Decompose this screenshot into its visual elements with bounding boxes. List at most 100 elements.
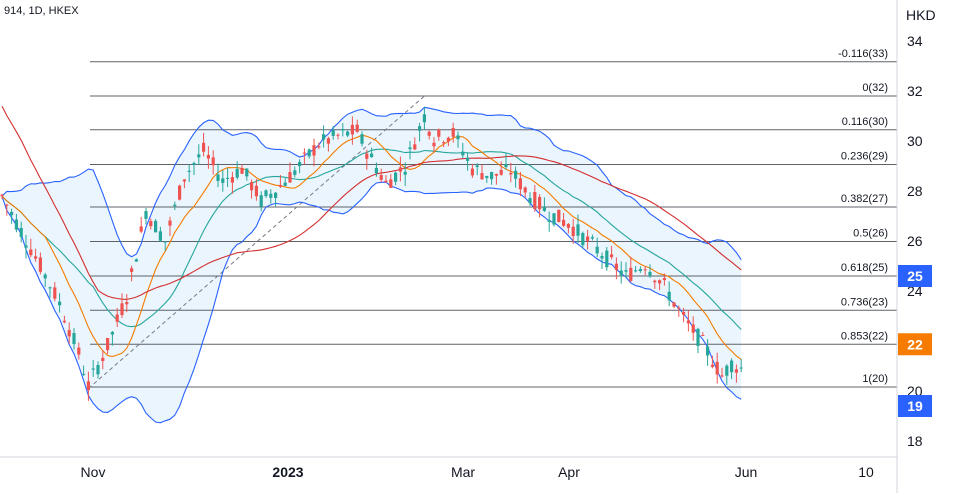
candle-body [384, 180, 388, 182]
candle-body [43, 274, 47, 279]
price-badge-22: 22 [898, 333, 932, 356]
candle-body [398, 167, 402, 172]
candle-body [437, 129, 441, 137]
candle-body [91, 368, 95, 370]
time-tick-label: Apr [558, 464, 580, 480]
candle-body [302, 152, 306, 154]
price-tick-label: 28 [907, 183, 923, 199]
candle-body [278, 185, 282, 187]
candle-body [720, 375, 724, 377]
candle-body [192, 163, 196, 165]
candle-body [557, 209, 561, 223]
candle-body [571, 226, 575, 237]
candle-body [182, 179, 186, 182]
candle-body [470, 168, 474, 176]
moving-average-orange-line [1, 134, 742, 360]
candle-body [360, 134, 364, 144]
fib-level-label-8: 0.853(22) [841, 330, 888, 342]
candle-body [326, 138, 330, 144]
fib-level-label-2: 0.116(30) [842, 116, 888, 128]
candle-body [504, 164, 508, 168]
price-badge-box [898, 395, 932, 417]
candle-body [173, 204, 177, 207]
candle-body [432, 142, 436, 147]
candle-body [610, 254, 614, 258]
time-tick-label: Nov [81, 464, 106, 480]
candle-body [355, 124, 359, 132]
candle-body [322, 134, 326, 140]
candle-body [514, 170, 518, 179]
candle-body [523, 187, 527, 193]
candle-body [154, 220, 158, 233]
price-tick-label: 32 [907, 83, 923, 99]
candle-body [677, 307, 681, 309]
candle-body [715, 361, 719, 375]
candle-body [312, 145, 316, 156]
candle-body [466, 157, 470, 161]
candle-body [394, 172, 398, 182]
candle-body [67, 330, 71, 337]
candle-body [648, 271, 652, 277]
candle-body [336, 134, 340, 136]
candle-body [533, 192, 537, 210]
candle-body [485, 175, 489, 178]
candle-body [202, 142, 206, 152]
candle-body [696, 328, 700, 346]
candle-body [451, 127, 455, 137]
candle-body [566, 223, 570, 228]
candle-body [38, 257, 42, 272]
candle-body [211, 157, 215, 166]
candle-body [48, 287, 52, 289]
chart-header-symbol: 914, 1D, HKEX [4, 5, 79, 17]
candle-body [82, 373, 86, 375]
candle-body [293, 170, 297, 175]
candle-body [552, 213, 556, 225]
candle-body [77, 347, 81, 355]
candle-body [110, 331, 114, 335]
candle-body [130, 268, 134, 272]
time-tick-label: Mar [451, 464, 475, 480]
candle-body [274, 192, 278, 199]
candle-body [389, 179, 393, 188]
candle-body [614, 263, 618, 270]
candle-body [0, 194, 4, 197]
candle-body [624, 270, 628, 272]
candle-body [595, 246, 599, 254]
candle-body [62, 320, 66, 323]
candle-body [653, 280, 657, 283]
candle-body [178, 185, 182, 200]
candle-body [125, 302, 129, 305]
price-axis: 182022242628303234252219 [898, 33, 932, 449]
candle-body [298, 161, 302, 167]
bollinger-upper-line [1, 106, 742, 261]
fibonacci-retracement: -0.116(33) 0(32) 0.116(30) 0.236(29) 0.382(2… [90, 48, 897, 388]
price-badge-19: 19 [898, 395, 932, 417]
price-badge-box [898, 333, 932, 356]
candle-body [187, 170, 191, 172]
candle-body [216, 174, 220, 181]
candle-body [317, 146, 321, 148]
candle-body [739, 367, 743, 369]
time-tick-label: 10 [858, 464, 874, 480]
candle-body [706, 346, 710, 356]
candles [0, 106, 743, 401]
candle-body [158, 231, 162, 241]
candle-body [245, 168, 249, 177]
candle-body [590, 237, 594, 239]
candle-body [629, 267, 633, 281]
candle-body [634, 270, 638, 272]
candle-body [710, 364, 714, 367]
candle-body [235, 168, 239, 178]
fib-level-label-1: 0(32) [862, 82, 888, 94]
candle-body [370, 153, 374, 158]
price-tick-label: 26 [907, 233, 923, 249]
candle-body [264, 190, 268, 197]
candle-body [643, 269, 647, 271]
candle-body [691, 324, 695, 333]
candle-body [134, 259, 138, 262]
candle-body [10, 211, 14, 216]
candle-body [509, 172, 513, 175]
candle-body [144, 211, 148, 219]
candle-body [413, 144, 417, 150]
